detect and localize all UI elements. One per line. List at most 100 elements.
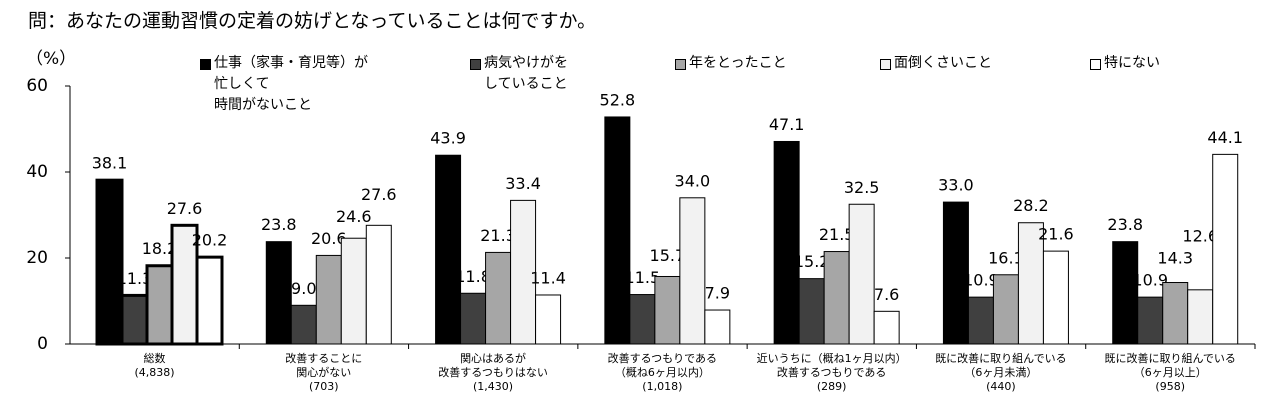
bar (365, 224, 392, 345)
value-label: 21.6 (1038, 225, 1074, 244)
bar (460, 292, 487, 345)
bar (95, 178, 124, 346)
legend-label: 病気やけがを していること (484, 55, 568, 92)
bar (1162, 282, 1189, 345)
value-label: 33.4 (505, 174, 541, 193)
x-tick-label: 既に改善に取り組んでいる （6ヶ月未満） (440) (935, 352, 1067, 393)
bar (992, 274, 1019, 345)
legend-item: 年をとったこと (675, 53, 787, 74)
value-label: 14.3 (1157, 249, 1193, 268)
value-label: 11.4 (530, 268, 566, 287)
bar (704, 309, 731, 345)
bar (170, 223, 199, 346)
bar (873, 310, 900, 345)
bar (942, 201, 969, 345)
value-label: 21.3 (480, 226, 516, 245)
value-label: 28.2 (1013, 196, 1049, 215)
bar (1042, 250, 1069, 345)
x-tick-label: 改善するつもりである （概ね6ヶ月以内） (1,018) (607, 352, 718, 393)
value-label: 11.3 (117, 269, 153, 288)
bar (798, 278, 825, 345)
bar (1137, 296, 1164, 345)
x-tick-label: 既に改善に取り組んでいる （6ヶ月以上） (958) (1104, 352, 1236, 393)
value-label: 38.1 (92, 154, 128, 173)
y-tick-label: 20 (26, 248, 48, 268)
x-tick-label: 近いうちに（概ね1ヶ月以内） 改善するつもりである (289) (756, 352, 907, 393)
bar (315, 254, 342, 345)
legend-item: 病気やけがを していること (470, 53, 568, 95)
legend-label: 特にない (1104, 55, 1160, 71)
value-label: 18.2 (142, 239, 178, 258)
bar (654, 275, 681, 345)
legend-item: 特にない (1090, 53, 1160, 74)
legend-label: 仕事（家事・育児等）が 忙しくて 時間がないこと (214, 55, 368, 113)
bar (773, 140, 800, 345)
legend-swatch (1090, 59, 1101, 70)
value-label: 9.0 (291, 279, 316, 298)
legend-swatch (470, 59, 481, 70)
value-label: 24.6 (336, 207, 372, 226)
x-tick-label: 関心はあるが 改善するつもりはない (1,430) (438, 352, 548, 393)
value-label: 34.0 (675, 171, 711, 190)
x-tick-label: 改善することに 関心がない (703) (285, 352, 363, 393)
bar (535, 294, 562, 345)
bar (679, 197, 706, 345)
y-tick-label: 0 (37, 334, 48, 354)
legend-item: 面倒くさいこと (880, 53, 992, 74)
bar (1212, 153, 1239, 345)
value-label: 43.9 (430, 129, 466, 148)
value-label: 15.2 (794, 252, 830, 271)
value-label: 11.8 (455, 267, 491, 286)
value-label: 16.1 (988, 248, 1024, 267)
bar (848, 203, 875, 345)
bar (823, 251, 850, 345)
value-label: 15.7 (650, 246, 686, 265)
bar (629, 294, 656, 345)
value-label: 33.0 (938, 176, 974, 195)
bar (967, 296, 994, 345)
value-label: 52.8 (600, 90, 636, 109)
y-tick-label: 40 (26, 162, 48, 182)
bar (1112, 241, 1139, 345)
bar (145, 264, 174, 346)
bar (485, 251, 512, 345)
value-label: 27.6 (167, 199, 203, 218)
value-label: 23.8 (261, 215, 297, 234)
legend-swatch (880, 59, 891, 70)
y-tick-label: 60 (26, 76, 48, 96)
legend-label: 年をとったこと (689, 55, 787, 71)
bar (265, 241, 292, 345)
x-tick-label: 総数 (4,838) (134, 352, 175, 379)
value-label: 21.5 (819, 225, 855, 244)
legend-item: 仕事（家事・育児等）が 忙しくて 時間がないこと (200, 53, 368, 116)
bar (340, 237, 367, 345)
value-label: 10.9 (1132, 271, 1168, 290)
value-label: 7.6 (874, 285, 899, 304)
chart-title: 問：あなたの運動習慣の定着の妨げとなっていることは何ですか。 (28, 10, 597, 32)
y-axis-label: （%） (26, 49, 77, 69)
bar (195, 255, 224, 346)
legend-swatch (675, 59, 686, 70)
bar (604, 116, 631, 345)
value-label: 20.2 (192, 231, 228, 250)
legend-label: 面倒くさいこと (894, 55, 992, 71)
value-label: 20.6 (311, 229, 347, 248)
legend-swatch (200, 59, 211, 70)
value-label: 32.5 (844, 178, 880, 197)
value-label: 11.5 (625, 268, 661, 287)
value-label: 27.6 (361, 185, 397, 204)
bar (1187, 289, 1214, 345)
value-label: 12.6 (1182, 227, 1218, 246)
bar (435, 154, 462, 345)
value-label: 10.9 (963, 271, 999, 290)
bar (290, 304, 317, 345)
value-label: 47.1 (769, 115, 805, 134)
bar (120, 293, 149, 346)
bar (510, 199, 537, 345)
value-label: 23.8 (1107, 215, 1143, 234)
value-label: 7.9 (705, 284, 730, 303)
bar (1017, 222, 1044, 345)
value-label: 44.1 (1207, 128, 1243, 147)
